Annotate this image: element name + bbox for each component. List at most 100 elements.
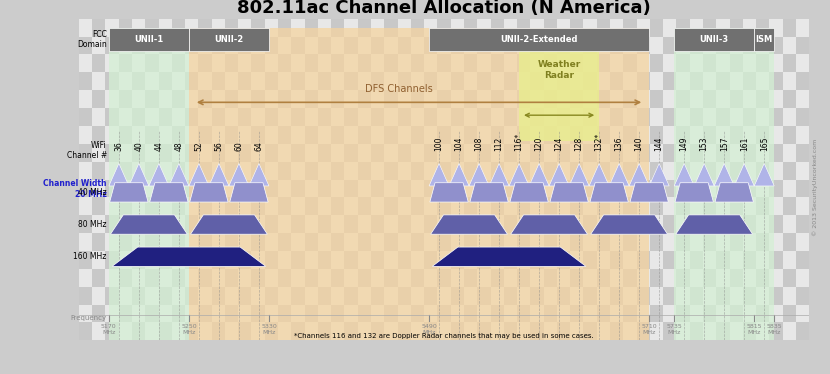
Bar bbox=[92, 108, 105, 126]
Bar bbox=[318, 251, 331, 269]
Bar bbox=[583, 162, 597, 180]
Bar bbox=[597, 108, 610, 126]
Bar bbox=[663, 197, 676, 215]
Bar bbox=[517, 72, 530, 90]
Bar bbox=[159, 162, 172, 180]
Text: 80 MHz: 80 MHz bbox=[78, 220, 107, 229]
Bar bbox=[132, 72, 145, 90]
Bar bbox=[504, 90, 517, 108]
Bar bbox=[331, 72, 344, 90]
Bar bbox=[358, 55, 371, 72]
Bar bbox=[358, 269, 371, 287]
Bar bbox=[730, 144, 743, 162]
Bar bbox=[451, 233, 464, 251]
Polygon shape bbox=[190, 183, 228, 202]
Bar bbox=[743, 215, 756, 233]
Bar bbox=[278, 72, 291, 90]
Bar bbox=[756, 180, 769, 197]
Bar bbox=[597, 37, 610, 55]
Bar bbox=[663, 251, 676, 269]
Bar bbox=[424, 126, 437, 144]
Bar bbox=[185, 162, 198, 180]
Polygon shape bbox=[249, 163, 269, 186]
Bar bbox=[690, 322, 703, 340]
Bar bbox=[424, 19, 437, 37]
Bar bbox=[796, 180, 809, 197]
Bar bbox=[769, 72, 783, 90]
Bar bbox=[637, 197, 650, 215]
Bar bbox=[464, 108, 477, 126]
Bar bbox=[570, 37, 583, 55]
Bar bbox=[198, 197, 212, 215]
Text: 802.11ac Channel Allocation (N America): 802.11ac Channel Allocation (N America) bbox=[237, 0, 651, 17]
Bar bbox=[185, 55, 198, 72]
Bar bbox=[119, 197, 132, 215]
Bar bbox=[212, 287, 225, 304]
Bar bbox=[132, 197, 145, 215]
Bar bbox=[544, 55, 557, 72]
Bar bbox=[105, 233, 119, 251]
Polygon shape bbox=[609, 163, 629, 186]
Text: 5815
MHz: 5815 MHz bbox=[746, 324, 762, 335]
Bar bbox=[464, 197, 477, 215]
Bar bbox=[79, 144, 92, 162]
Bar bbox=[251, 37, 265, 55]
Bar bbox=[769, 37, 783, 55]
Bar bbox=[105, 72, 119, 90]
Bar bbox=[796, 251, 809, 269]
Bar bbox=[491, 269, 504, 287]
Bar bbox=[105, 180, 119, 197]
Bar bbox=[384, 233, 398, 251]
Bar bbox=[172, 19, 185, 37]
Bar bbox=[477, 37, 491, 55]
Bar bbox=[504, 144, 517, 162]
Bar bbox=[411, 90, 424, 108]
Bar bbox=[796, 126, 809, 144]
Bar bbox=[331, 322, 344, 340]
Bar bbox=[424, 233, 437, 251]
Bar bbox=[637, 251, 650, 269]
Bar bbox=[756, 55, 769, 72]
Bar bbox=[251, 180, 265, 197]
Bar bbox=[676, 72, 690, 90]
Bar bbox=[530, 322, 544, 340]
Bar bbox=[79, 90, 92, 108]
Bar bbox=[291, 269, 305, 287]
Bar bbox=[318, 72, 331, 90]
Bar bbox=[769, 108, 783, 126]
Bar bbox=[703, 90, 716, 108]
Bar bbox=[504, 322, 517, 340]
Bar bbox=[703, 197, 716, 215]
Bar bbox=[92, 215, 105, 233]
Bar bbox=[756, 215, 769, 233]
Bar bbox=[570, 251, 583, 269]
Bar bbox=[331, 269, 344, 287]
Bar bbox=[398, 108, 411, 126]
Bar bbox=[318, 126, 331, 144]
Bar bbox=[650, 304, 663, 322]
Bar bbox=[477, 304, 491, 322]
Bar bbox=[477, 322, 491, 340]
Bar bbox=[198, 180, 212, 197]
Bar bbox=[198, 215, 212, 233]
Bar bbox=[238, 144, 251, 162]
Bar bbox=[464, 269, 477, 287]
Text: 40 MHz: 40 MHz bbox=[78, 188, 107, 197]
Bar bbox=[583, 180, 597, 197]
Bar bbox=[291, 37, 305, 55]
Bar bbox=[703, 269, 716, 287]
Bar bbox=[411, 37, 424, 55]
Bar bbox=[225, 233, 238, 251]
Bar bbox=[597, 304, 610, 322]
Bar bbox=[212, 197, 225, 215]
Bar bbox=[517, 180, 530, 197]
Bar bbox=[544, 233, 557, 251]
Bar bbox=[172, 304, 185, 322]
Bar bbox=[570, 55, 583, 72]
Bar bbox=[265, 251, 278, 269]
Bar bbox=[145, 162, 159, 180]
Bar bbox=[530, 126, 544, 144]
Bar bbox=[344, 108, 358, 126]
Bar bbox=[398, 197, 411, 215]
Bar bbox=[597, 55, 610, 72]
